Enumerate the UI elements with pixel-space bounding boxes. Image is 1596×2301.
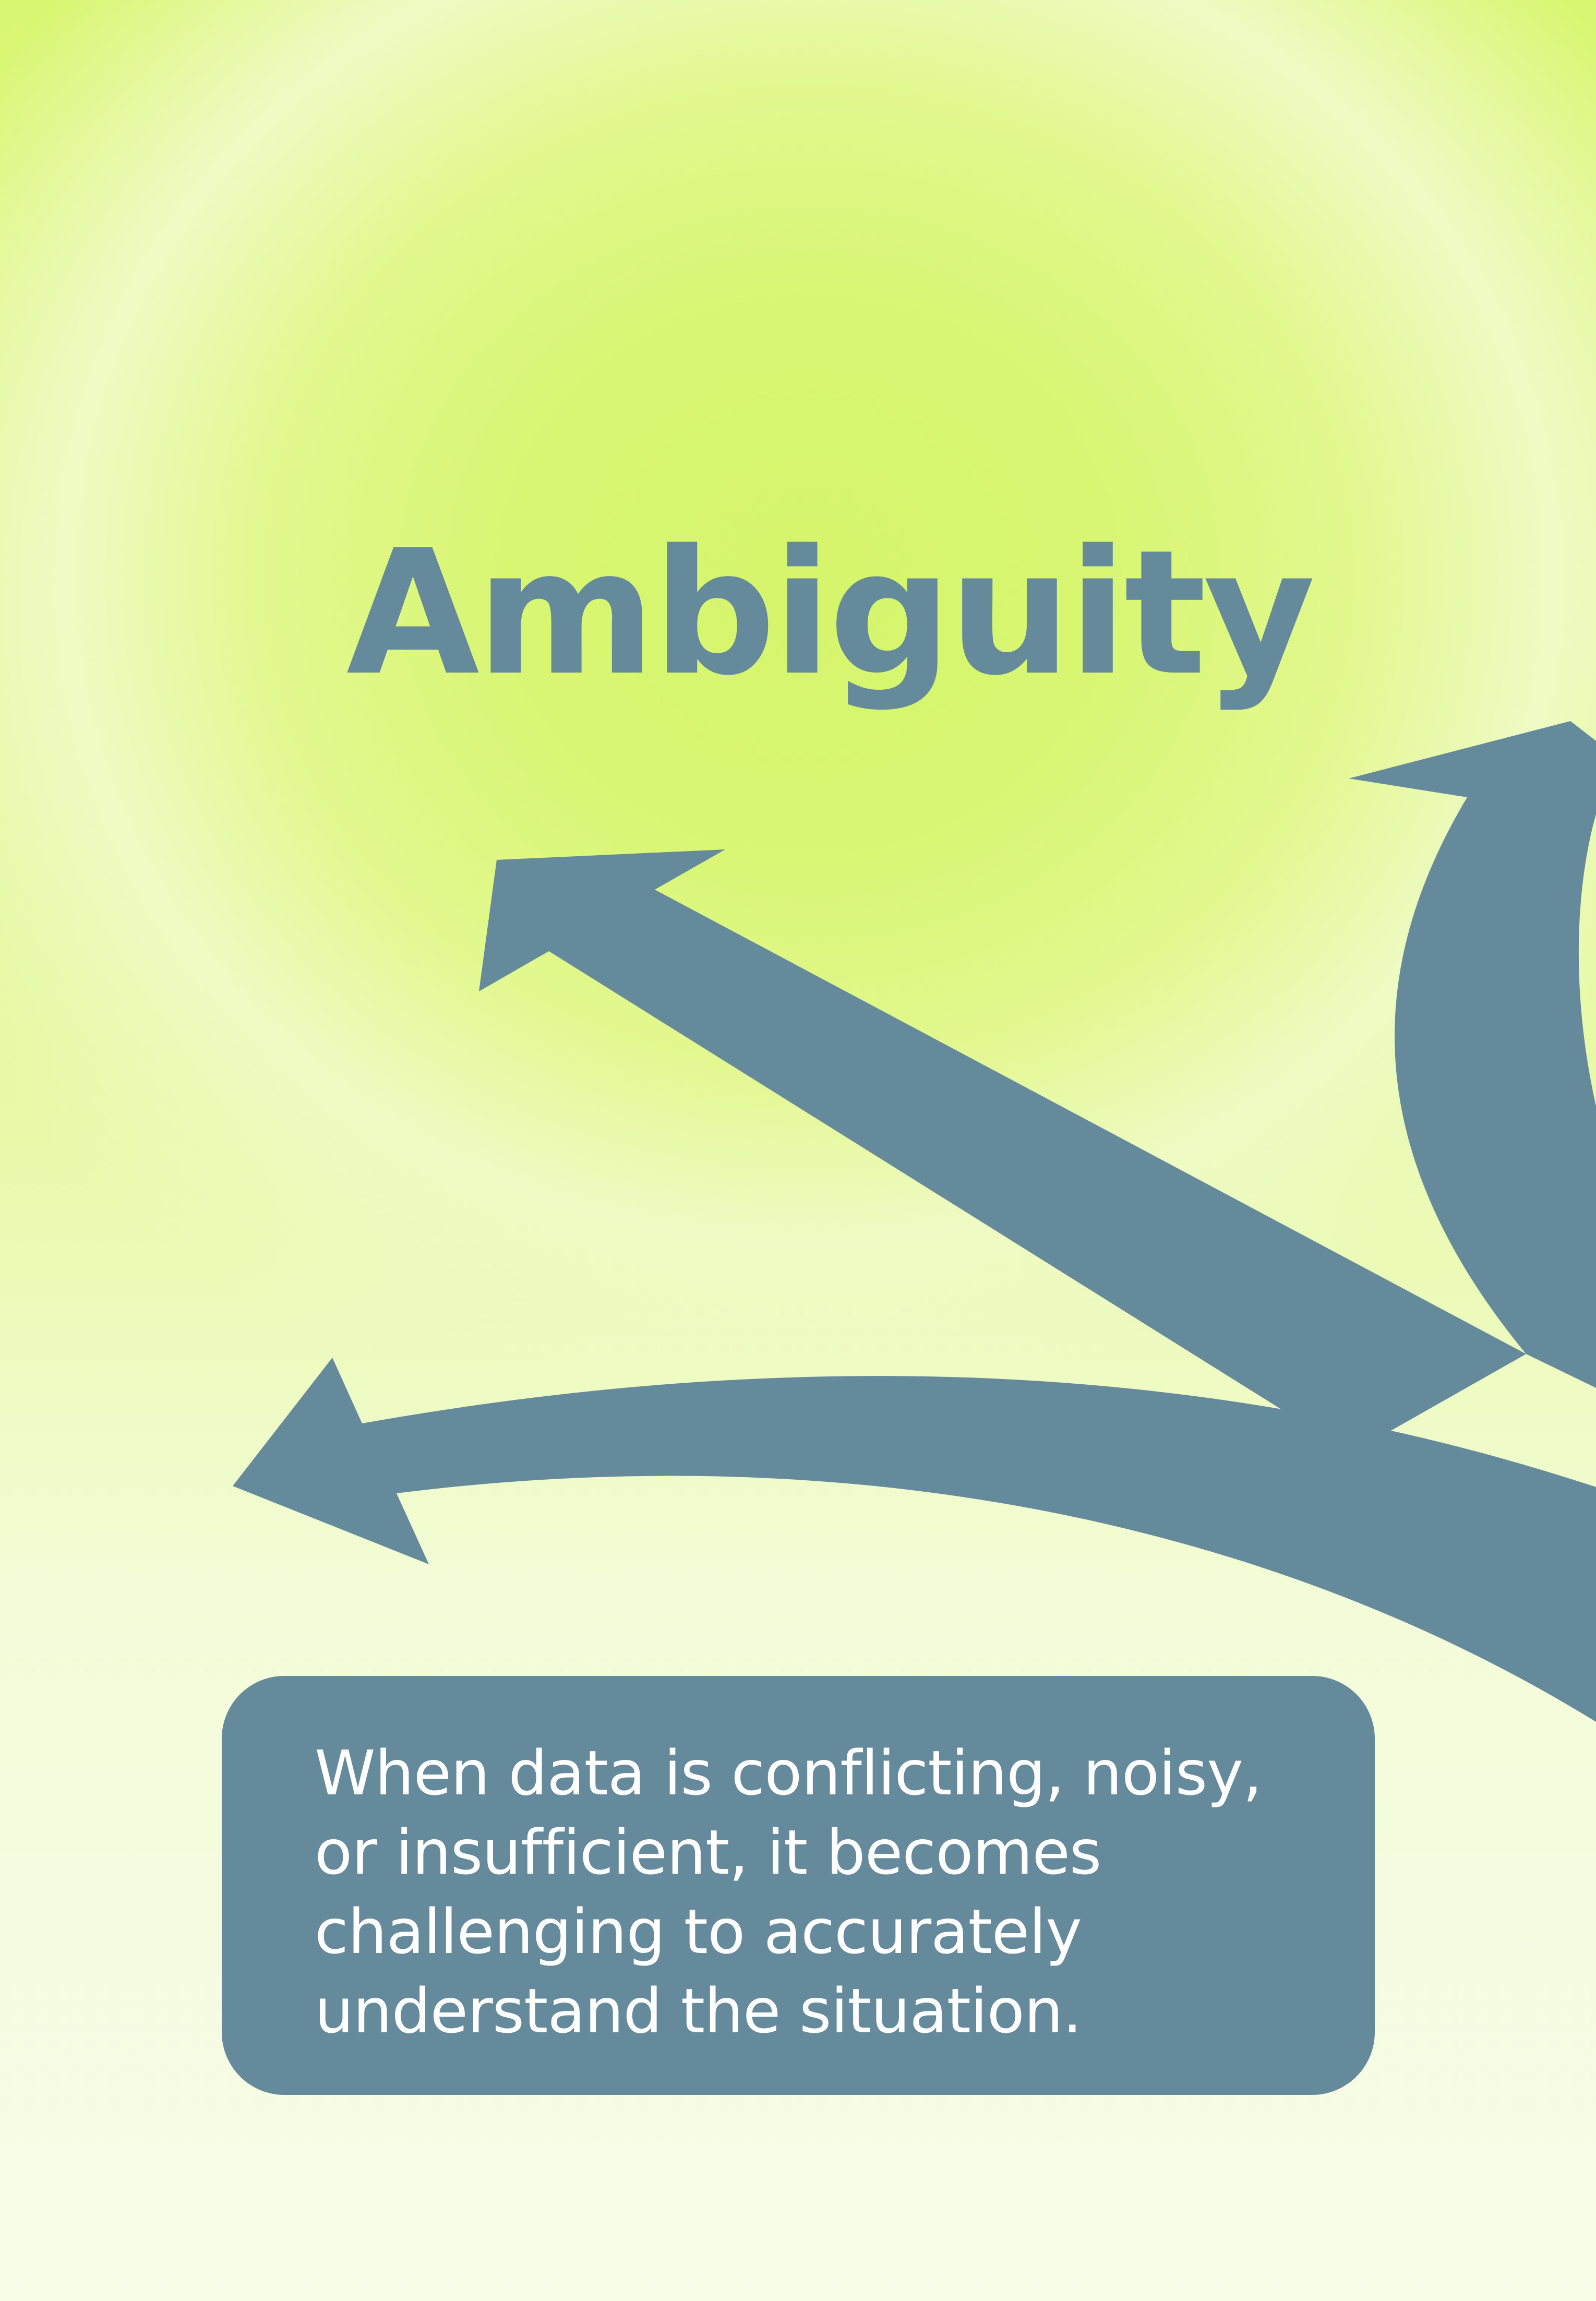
arrow-up-right — [1349, 721, 1596, 1388]
arrows-group — [233, 721, 1596, 1722]
arrow-up-left — [479, 849, 1526, 1453]
arrow-left — [233, 1358, 1596, 1722]
page-title: Ambiguity — [346, 513, 1316, 713]
description-text: When data is conflicting, noisy, or insu… — [315, 1737, 1263, 2047]
description-card: When data is conflicting, noisy, or insu… — [222, 1676, 1375, 2095]
